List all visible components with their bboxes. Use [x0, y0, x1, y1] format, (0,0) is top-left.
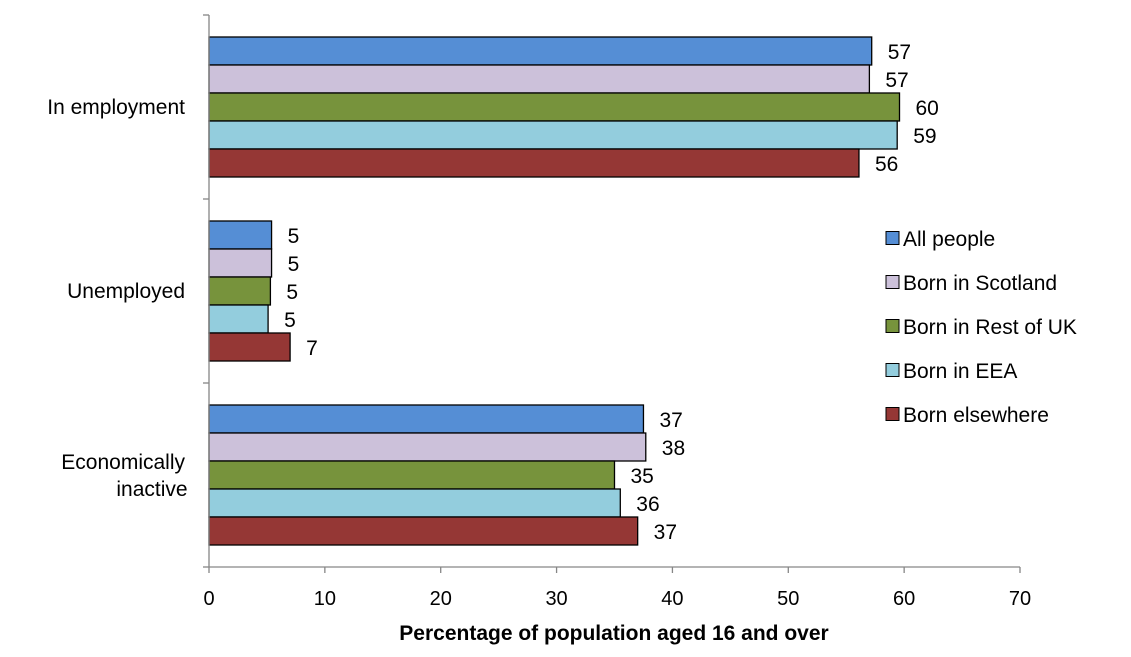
x-tick-label-4: 40 — [661, 588, 683, 610]
data-label-1-3: 5 — [284, 309, 296, 332]
data-label-1-0: 5 — [288, 225, 300, 248]
data-label-1-1: 5 — [288, 253, 300, 276]
data-label-2-4: 37 — [654, 521, 677, 544]
bar-0-4 — [208, 148, 860, 178]
legend-label-4: Born elsewhere — [903, 404, 1049, 427]
x-tick-label-7: 70 — [1009, 588, 1031, 610]
data-label-1-4: 7 — [306, 337, 318, 360]
data-label-1-2: 5 — [286, 281, 298, 304]
x-tick-label-0: 0 — [203, 588, 214, 610]
data-label-0-3: 59 — [913, 125, 936, 148]
bar-1-1 — [208, 248, 273, 278]
x-axis-title: Percentage of population aged 16 and ove… — [399, 622, 828, 645]
data-label-2-2: 35 — [631, 465, 654, 488]
data-label-2-3: 36 — [636, 493, 659, 516]
bar-2-4 — [208, 516, 639, 546]
legend-swatch-4 — [885, 407, 900, 421]
bar-2-0 — [208, 404, 645, 434]
legend: All people Born in Scotland Born in Rest o… — [885, 228, 1077, 427]
bar-2-3 — [208, 488, 621, 518]
data-label-2-0: 37 — [659, 409, 682, 432]
bar-2-1 — [208, 432, 647, 462]
legend-swatch-2 — [885, 319, 900, 333]
legend-swatch-0 — [885, 231, 900, 245]
bar-1-2 — [208, 276, 272, 306]
legend-label-3: Born in EEA — [903, 360, 1017, 383]
x-tick-label-3: 30 — [545, 588, 567, 610]
data-label-0-2: 60 — [916, 97, 939, 120]
axes-layer — [203, 14, 1021, 573]
legend-label-2: Born in Rest of UK — [903, 316, 1077, 339]
bar-0-2 — [208, 92, 901, 122]
legend-label-1: Born in Scotland — [903, 272, 1057, 295]
bar-2-2 — [208, 460, 616, 490]
x-tick-label-6: 60 — [893, 588, 915, 610]
x-tick-label-2: 20 — [430, 588, 452, 610]
bar-0-1 — [208, 64, 871, 94]
bar-0-3 — [208, 120, 898, 150]
category-label-2: Economically inactive — [61, 451, 187, 501]
legend-swatch-1 — [885, 275, 900, 289]
data-label-0-1: 57 — [885, 69, 908, 92]
category-label-0: In employment — [47, 96, 185, 119]
data-label-0-4: 56 — [875, 153, 898, 176]
x-tick-label-5: 50 — [777, 588, 799, 610]
legend-label-0: All people — [903, 228, 995, 251]
legend-swatch-3 — [885, 363, 900, 377]
bars-layer — [208, 36, 901, 546]
category-label-1: Unemployed — [67, 280, 185, 303]
x-tick-label-1: 10 — [314, 588, 336, 610]
bar-0-0 — [208, 36, 873, 66]
data-label-0-0: 57 — [888, 41, 911, 64]
bar-1-4 — [208, 332, 291, 362]
bar-1-3 — [208, 304, 269, 334]
bar-1-0 — [208, 220, 273, 250]
data-label-2-1: 38 — [662, 437, 685, 460]
